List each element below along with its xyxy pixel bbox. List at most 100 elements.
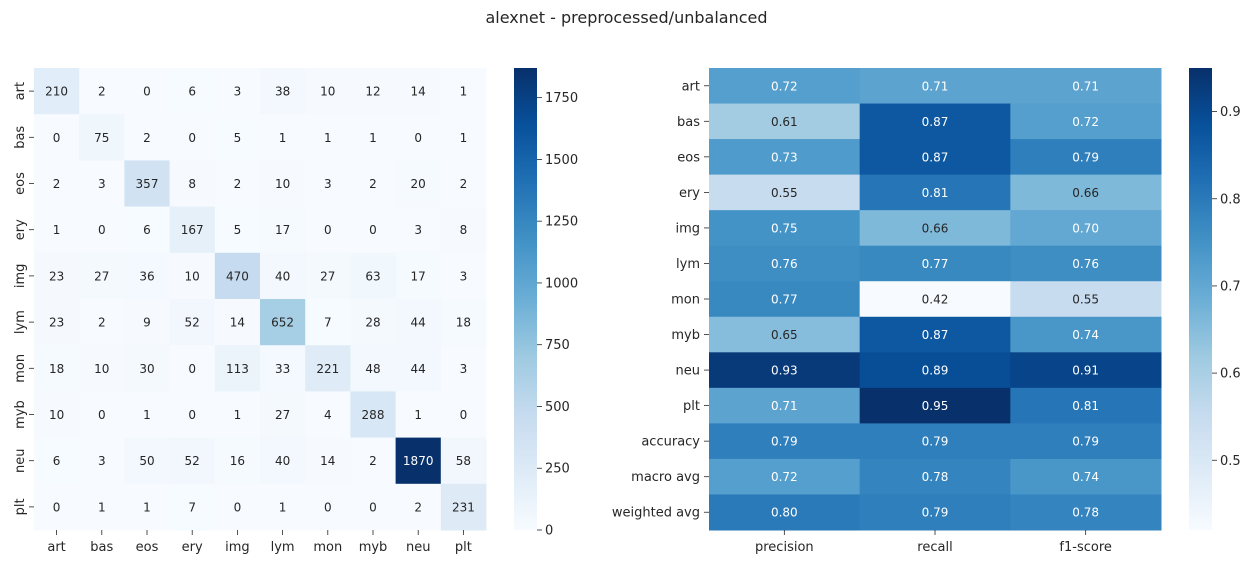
cell-label: 10	[185, 269, 200, 283]
cell-label: 3	[98, 454, 106, 468]
cell-label: 1	[369, 131, 377, 145]
cell-label: 470	[226, 269, 249, 283]
x-tick-label: bas	[90, 540, 113, 555]
heatmap-cell	[79, 483, 125, 531]
cell-label: 1	[143, 408, 151, 422]
heatmap-cell	[79, 252, 125, 300]
cell-label: 63	[365, 269, 380, 283]
heatmap-cell	[859, 458, 1011, 495]
figure-title: alexnet - preprocessed/unbalanced	[485, 8, 768, 27]
heatmap-cell	[709, 458, 861, 495]
cell-label: 17	[275, 223, 290, 237]
heatmap-cell	[709, 68, 861, 105]
heatmap-cell	[1010, 494, 1162, 531]
heatmap-cell	[214, 345, 261, 392]
cell-label: 2	[53, 177, 61, 191]
heatmap-cell	[169, 206, 216, 254]
heatmap-cell	[260, 114, 306, 161]
heatmap-cell	[395, 345, 442, 392]
heatmap-cell	[214, 483, 261, 531]
cell-label: 14	[230, 316, 245, 330]
heatmap-cell	[79, 206, 125, 254]
y-tick-label: ery	[679, 186, 700, 201]
cell-label: 0.79	[922, 506, 949, 520]
x-tick-label: ery	[182, 540, 203, 555]
heatmap-cell	[214, 114, 261, 161]
cell-label: 10	[94, 362, 109, 376]
cell-label: 0.42	[922, 293, 949, 307]
colorbar-tick-label: 0.8	[1220, 192, 1241, 207]
heatmap-cell	[1010, 174, 1162, 211]
colorbar-tick-label: 0.5	[1220, 454, 1241, 469]
cell-label: 0.93	[771, 364, 798, 378]
x-tick-label: plt	[455, 540, 472, 555]
heatmap-cell	[709, 210, 861, 247]
heatmap-cell	[1010, 139, 1162, 176]
heatmap-cell	[859, 245, 1011, 282]
cell-label: 58	[456, 454, 471, 468]
heatmap-cell	[214, 299, 261, 346]
cell-label: 0.74	[1072, 328, 1099, 342]
cell-label: 75	[94, 131, 109, 145]
cell-label: 30	[139, 362, 154, 376]
cell-label: 0.79	[1072, 435, 1099, 449]
cell-label: 44	[411, 362, 426, 376]
cell-label: 5	[234, 223, 242, 237]
y-tick-label: macro avg	[631, 470, 700, 485]
cell-label: 2	[98, 85, 106, 99]
cell-label: 1	[324, 131, 332, 145]
cell-label: 0	[460, 408, 468, 422]
cell-label: 0.55	[1072, 293, 1099, 307]
cell-label: 16	[230, 454, 245, 468]
x-tick-label: myb	[359, 540, 388, 555]
cell-label: 0.74	[1072, 470, 1099, 484]
heatmap-cell	[260, 391, 306, 439]
heatmap-cell	[214, 437, 261, 485]
cell-label: 2	[369, 454, 377, 468]
heatmap-cell	[305, 391, 351, 439]
y-tick-label: weighted avg	[612, 506, 700, 521]
cell-label: 1	[234, 408, 242, 422]
cell-label: 0.75	[771, 221, 798, 235]
cell-label: 52	[185, 316, 200, 330]
cell-label: 0.78	[1072, 506, 1099, 520]
cell-label: 12	[365, 85, 380, 99]
x-tick-label: lym	[271, 540, 295, 555]
heatmap-cell	[169, 252, 216, 300]
cell-label: 50	[139, 454, 154, 468]
cell-label: 221	[316, 362, 339, 376]
heatmap-cell	[350, 206, 397, 254]
heatmap-cell	[859, 352, 1011, 389]
x-tick-label: art	[47, 540, 65, 555]
cell-label: 0	[53, 500, 61, 514]
cell-label: 33	[275, 362, 290, 376]
cell-label: 0	[188, 131, 196, 145]
heatmap-cell	[124, 206, 171, 254]
cell-label: 167	[181, 223, 204, 237]
heatmap-cell	[260, 299, 306, 346]
heatmap-cell	[169, 437, 216, 485]
cell-label: 8	[188, 177, 196, 191]
colorbar-tick-label: 0.7	[1220, 279, 1241, 294]
cell-label: 0.80	[771, 506, 798, 520]
heatmap-cell	[1010, 245, 1162, 282]
cell-label: 14	[411, 85, 426, 99]
confusion-matrix-heatmap: 210 2 0 6 3 38 10 12 14 10 75 2 0 5 1 1 1 0 12 3 357 8 2 10 3 2 20…	[13, 68, 487, 555]
cell-label: 0	[414, 131, 422, 145]
colorbar-tick-label: 750	[545, 338, 570, 353]
colorbar-tick-label: 500	[545, 400, 570, 415]
cell-label: 20	[411, 177, 426, 191]
heatmap-cell	[440, 206, 487, 254]
heatmap-cell	[440, 252, 487, 300]
cell-label: 2	[234, 177, 242, 191]
cell-label: 28	[365, 316, 380, 330]
heatmap-cell	[440, 299, 487, 346]
colorbar-tick-label: 1250	[545, 215, 578, 230]
heatmap-cell	[124, 160, 171, 208]
cell-label: 23	[49, 316, 64, 330]
heatmap-cell	[260, 160, 306, 208]
heatmap-cell	[859, 423, 1011, 460]
cell-label: 0	[324, 500, 332, 514]
heatmap-cell	[1010, 103, 1162, 140]
